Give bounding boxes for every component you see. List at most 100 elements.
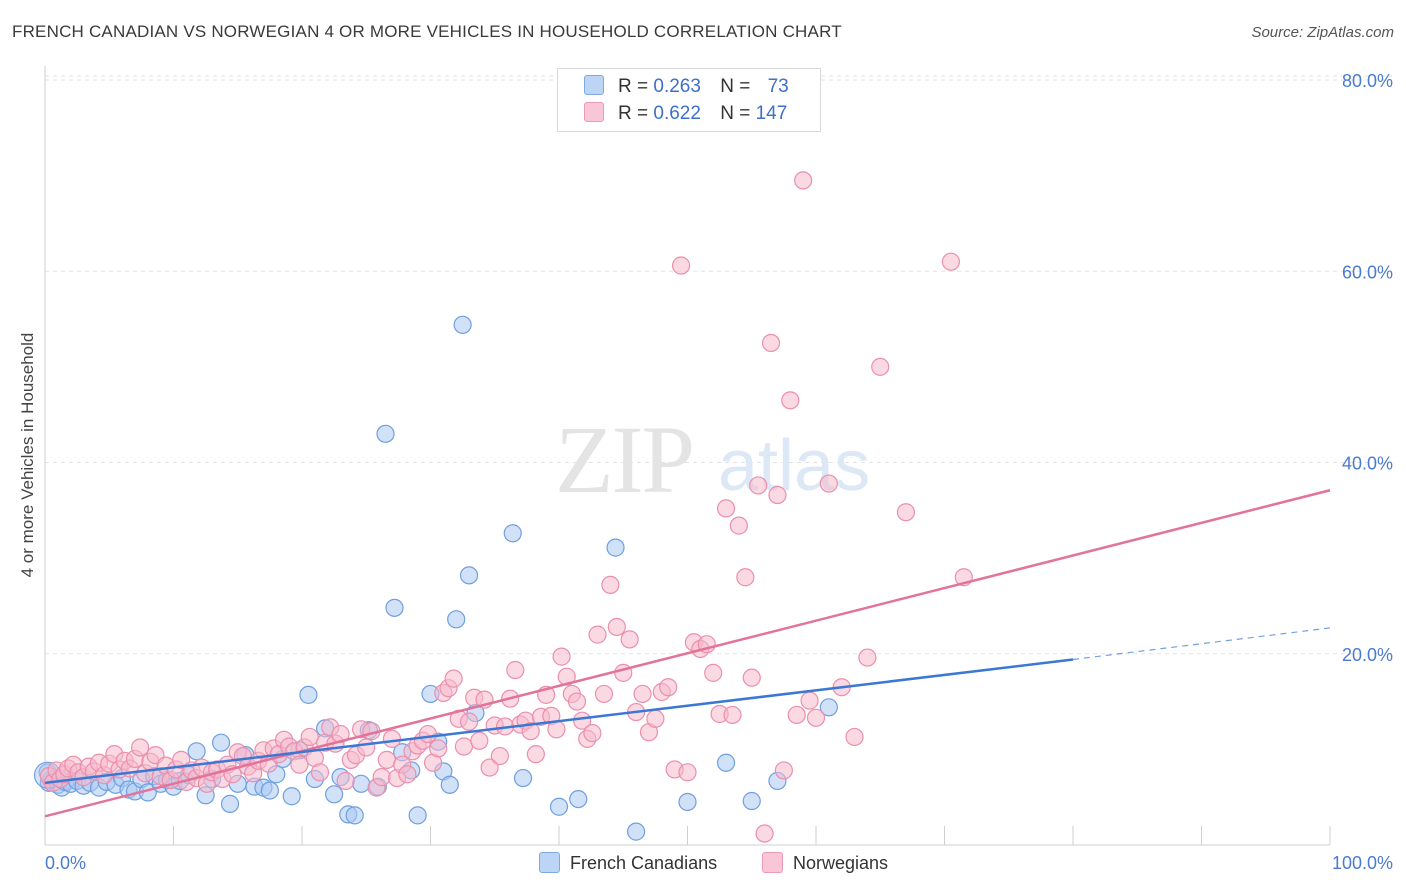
french-canadian-point [819,698,838,717]
french-canadian-point [299,685,318,704]
norwegian-point [716,499,736,518]
french-canadian-point [569,789,588,809]
grid-lines [45,75,1392,655]
norwegian-point [806,708,826,727]
norwegian-point [607,617,626,637]
norwegian-point [506,660,525,680]
french-canadian-point [187,742,206,761]
norwegian-point [941,252,961,271]
french-canadian-point [447,610,466,629]
norwegian-point [521,722,540,741]
norwegian-point [310,763,330,782]
norwegian-point [671,256,691,275]
norwegian-point [858,648,877,667]
norwegian-point [382,729,402,748]
norwegian-point [583,724,602,743]
norwegian-point [794,171,813,190]
french-canadian-point [503,524,522,543]
norwegian-point [357,738,376,757]
legend-n-label: N = [720,76,751,97]
legend-n-value: 73 [767,76,789,97]
legend-label: French Canadians [570,853,718,873]
norwegian-point [729,516,749,535]
norwegian-point [736,568,755,587]
french-canadian-point [220,794,240,813]
french-canadian-point [606,538,625,557]
legend-r-value: 0.622 [653,103,701,124]
french-canadian-point [440,775,459,794]
french-canadian-point [376,424,395,443]
legend-n-value: 147 [755,103,788,124]
french-canadians-trend-line [44,658,1074,785]
norwegian-point [429,739,448,758]
norwegian-point [588,625,607,644]
norwegian-point [761,333,781,353]
norwegian-point [470,731,489,750]
source-label: Source: ZipAtlas.com [1251,24,1394,41]
norwegian-point [594,684,614,704]
norwegian-point [646,709,665,728]
axes [44,66,1331,846]
y-tick-label: 60.0% [1342,262,1393,282]
legend-row-norwegians: R = 0.622 N = 147 [584,102,787,128]
norwegian-point [659,678,678,697]
norwegian-point [601,575,620,595]
legend-n-label: N = [720,103,751,124]
correlation-legend: R = 0.263 N = 73 R = 0.622 N = 147 [557,68,821,132]
french-canadian-point [459,566,479,585]
legend-swatch-pink [762,852,783,873]
french-canadian-point [408,806,427,825]
watermark-zip: ZIP [555,406,693,513]
norwegian-point [845,727,864,747]
legend-item-norwegians[interactable]: Norwegians [762,852,888,874]
norwegian-point [749,476,768,495]
norwegian-point [377,750,396,769]
norwegian-point [398,765,417,784]
norwegian-point [418,724,438,744]
norwegian-point [290,755,309,774]
norwegian-point [787,705,806,725]
norwegian-point [552,647,571,666]
x-tick-label: 100.0% [1332,853,1393,873]
series-norwegians [39,171,973,843]
french-canadian-point [716,753,736,772]
french-canadian-point [345,806,364,825]
watermark-atlas: atlas [718,426,870,506]
norwegian-point [130,738,150,757]
norwegian-point [480,758,499,777]
norwegian-point [372,768,391,787]
norwegian-point [633,684,652,704]
norwegian-point [573,711,592,730]
french-canadian-point [678,792,697,812]
norwegian-point [800,691,819,710]
french-canadian-point [282,787,301,806]
watermark: ZIP atlas [555,406,870,513]
norwegian-point [755,824,774,843]
y-tick-label: 20.0% [1342,645,1393,665]
norwegian-point [620,630,639,649]
trend-lines [44,489,1331,818]
legend-item-french-canadians[interactable]: French Canadians [539,852,717,874]
norwegian-point [567,692,587,711]
french-canadian-point [513,768,533,788]
norwegian-point [459,712,479,731]
norwegian-point [781,391,800,410]
french-canadian-point [626,822,646,841]
y-tick-label: 80.0% [1342,71,1393,91]
norwegian-point [704,663,723,682]
norwegian-point [774,761,793,780]
legend-swatch-blue [584,75,604,95]
french-canadian-point [325,785,344,804]
norwegian-point [819,474,838,493]
legend-swatch-pink [584,102,604,122]
norwegian-point [896,503,916,522]
legend-r-label: R = [618,103,649,124]
norwegians-trend-line [44,489,1331,818]
legend-r-label: R = [618,76,649,97]
french-canadian-point [453,315,472,334]
norwegian-point [336,771,355,791]
french-canadian-point [549,797,569,816]
norwegian-point [742,668,761,687]
y-tick-label: 40.0% [1342,454,1393,474]
